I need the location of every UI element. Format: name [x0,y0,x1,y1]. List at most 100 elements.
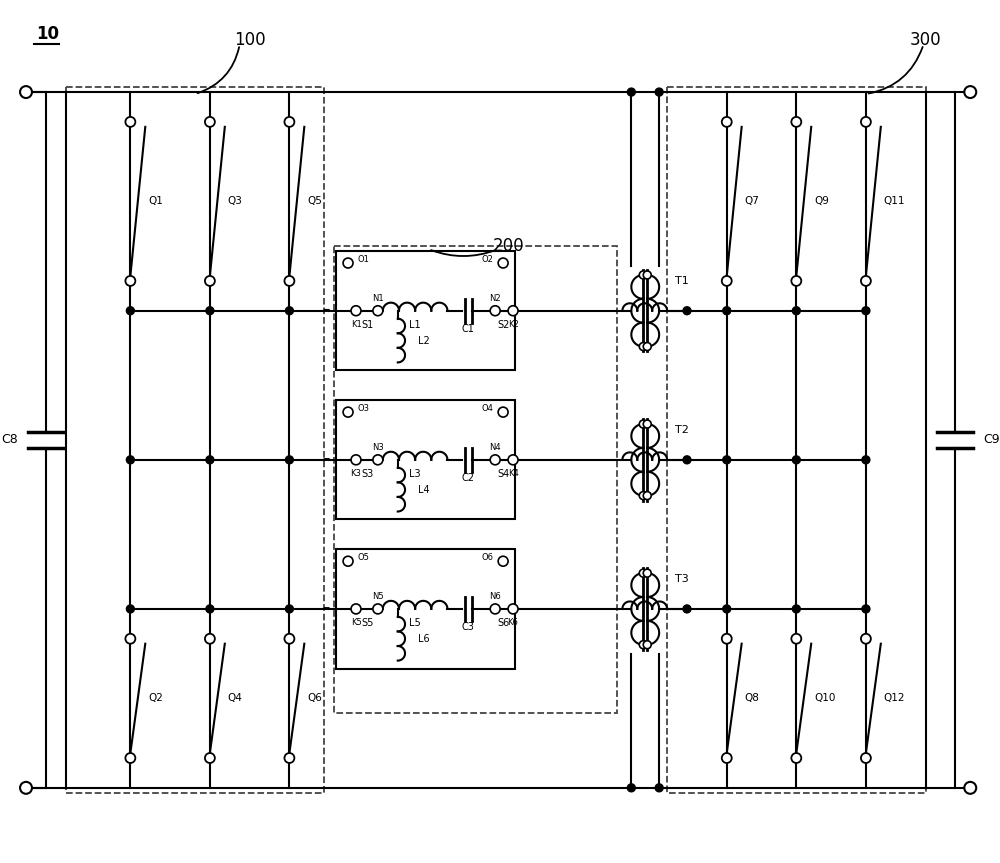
Bar [66,87,324,793]
Text: 10: 10 [36,25,59,43]
Circle shape [643,420,651,428]
Circle shape [792,456,800,463]
Text: Q5: Q5 [307,197,322,206]
Text: O5: O5 [358,552,370,562]
Circle shape [285,306,293,315]
Text: S3: S3 [362,469,374,479]
Circle shape [205,276,215,286]
Text: L6: L6 [418,633,429,644]
Text: Q7: Q7 [745,197,760,206]
Circle shape [643,570,651,577]
Text: S5: S5 [362,618,374,628]
Text: Q3: Q3 [228,197,243,206]
Text: Q6: Q6 [307,693,322,703]
Bar [334,246,617,714]
Circle shape [643,492,651,500]
Circle shape [723,605,731,613]
Text: O4: O4 [481,404,493,413]
Text: 100: 100 [234,31,265,49]
Text: 200: 200 [492,237,524,255]
Text: Q12: Q12 [884,693,905,703]
Text: Q9: Q9 [814,197,829,206]
Text: C3: C3 [462,622,475,632]
Text: C8: C8 [1,433,18,446]
Circle shape [206,306,214,315]
Circle shape [655,88,663,96]
Circle shape [125,117,135,127]
Text: C9: C9 [983,433,1000,446]
Circle shape [683,456,691,463]
Text: K4: K4 [508,469,518,478]
Circle shape [639,343,647,350]
Text: N3: N3 [372,444,384,452]
Circle shape [723,306,731,315]
Circle shape [683,306,691,315]
Circle shape [206,456,214,463]
Circle shape [351,306,361,316]
Text: Q8: Q8 [745,693,760,703]
Circle shape [791,117,801,127]
Circle shape [861,276,871,286]
Circle shape [791,633,801,644]
Text: Q4: Q4 [228,693,243,703]
Circle shape [723,456,731,463]
Circle shape [284,276,294,286]
Circle shape [285,456,293,463]
Circle shape [683,605,691,613]
Circle shape [722,276,732,286]
Circle shape [343,557,353,566]
Text: C2: C2 [462,473,475,482]
Text: T1: T1 [675,276,689,286]
Text: N4: N4 [489,444,501,452]
Text: L3: L3 [409,469,421,479]
Text: C1: C1 [462,324,475,334]
Text: L4: L4 [418,485,429,494]
Circle shape [643,640,651,649]
Text: Q2: Q2 [148,693,163,703]
Circle shape [490,455,500,465]
Text: K5: K5 [351,618,361,627]
Text: K2: K2 [508,320,518,329]
Circle shape [206,605,214,613]
Circle shape [862,605,870,613]
Text: L5: L5 [409,618,421,628]
Text: S1: S1 [362,319,374,330]
Circle shape [490,306,500,316]
Circle shape [722,117,732,127]
Text: O1: O1 [358,255,370,263]
Text: N2: N2 [489,294,501,303]
Circle shape [284,753,294,763]
Circle shape [508,306,518,316]
Text: O2: O2 [481,255,493,263]
Text: S6: S6 [497,618,509,628]
Circle shape [351,604,361,614]
Circle shape [722,633,732,644]
Circle shape [861,117,871,127]
Text: O3: O3 [358,404,370,413]
Text: Q1: Q1 [148,197,163,206]
Circle shape [639,640,647,649]
Bar [336,400,515,520]
Text: N6: N6 [489,593,501,602]
Text: K1: K1 [351,320,361,329]
Circle shape [643,271,651,279]
Circle shape [343,407,353,417]
Text: L1: L1 [409,319,421,330]
Circle shape [639,492,647,500]
Circle shape [125,753,135,763]
Circle shape [20,86,32,98]
Circle shape [861,753,871,763]
Circle shape [627,88,635,96]
Circle shape [792,605,800,613]
Circle shape [343,258,353,268]
Circle shape [126,456,134,463]
Circle shape [639,420,647,428]
Circle shape [284,117,294,127]
Text: Q11: Q11 [884,197,905,206]
Circle shape [285,605,293,613]
Bar [336,251,515,370]
Circle shape [964,86,976,98]
Circle shape [964,782,976,794]
Text: T2: T2 [675,425,689,435]
Circle shape [125,633,135,644]
